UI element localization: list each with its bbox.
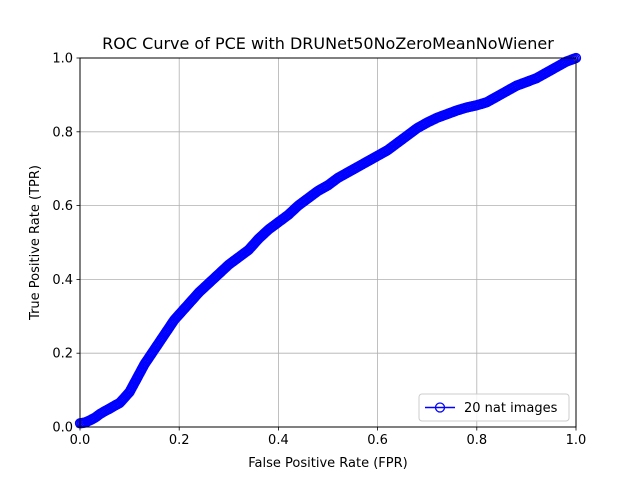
y-tick-label: 0.0: [52, 421, 73, 436]
y-tick-label: 0.2: [52, 347, 73, 362]
y-tick-label: 0.6: [52, 199, 73, 214]
series-layer: [74, 52, 582, 429]
plot-frame: [79, 57, 577, 428]
x-tick-label: 0.0: [70, 433, 91, 448]
chart-title: ROC Curve of PCE with DRUNet50NoZeroMean…: [102, 34, 554, 53]
x-tick-label: 0.6: [367, 433, 388, 448]
x-tick-label: 0.4: [268, 433, 289, 448]
grid-layer: [79, 57, 577, 428]
y-axis-label: True Positive Rate (TPR): [28, 165, 43, 321]
x-axis-label: False Positive Rate (FPR): [248, 456, 407, 471]
x-tick-label: 0.2: [169, 433, 190, 448]
y-tick-label: 0.4: [52, 273, 73, 288]
y-tick-label: 0.8: [52, 125, 73, 140]
tick-layer: 0.0 0.2 0.4 0.6 0.8 1.0 0.0 0.2 0.4 0.6 0.8 1.0: [52, 52, 586, 449]
x-tick-label: 0.8: [466, 433, 487, 448]
legend-box: [418, 393, 570, 422]
y-tick-label: 1.0: [52, 52, 73, 67]
x-tick-label: 1.0: [566, 433, 587, 448]
legend-marker-swatch: [434, 402, 446, 413]
legend: 20 nat images: [418, 393, 570, 422]
legend-label: 20 nat images: [464, 401, 558, 416]
